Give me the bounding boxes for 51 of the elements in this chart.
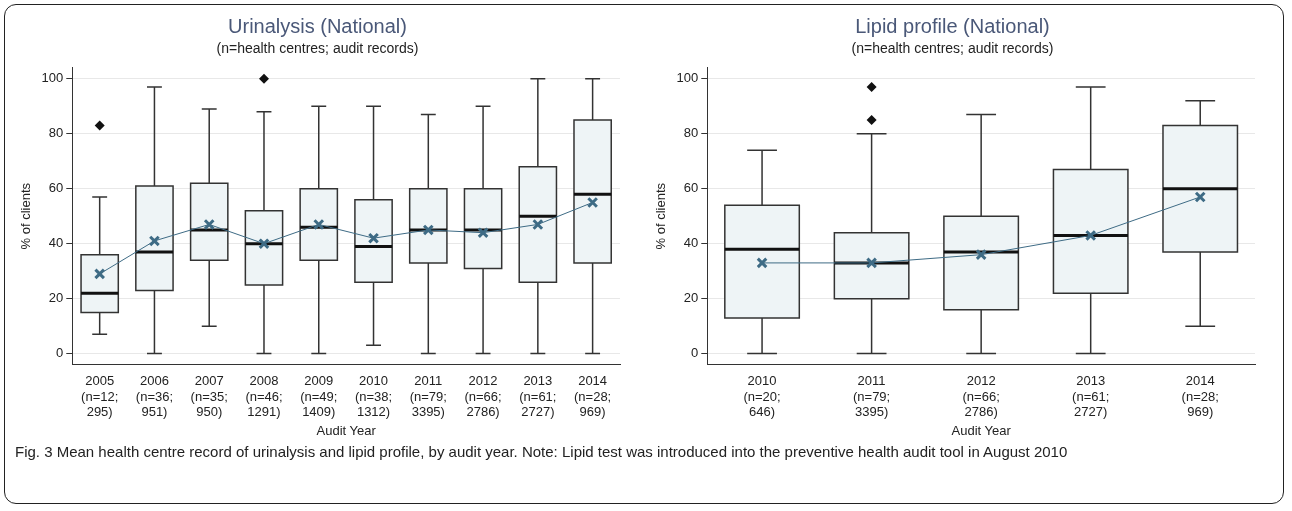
- x-tick-label: 2011 (n=79; 3395): [852, 372, 891, 420]
- x-tick-label: 2005 (n=12; 295): [81, 372, 119, 420]
- y-axis-title: % of clients: [18, 182, 34, 250]
- point: [422, 224, 435, 236]
- x-tick-label: 2013 (n=61; 2727): [1072, 372, 1110, 420]
- point: [148, 235, 161, 247]
- point: [586, 196, 599, 209]
- x-tick-label: 2011 (n=79; 3395): [409, 372, 447, 420]
- point: [1194, 191, 1206, 203]
- y-tick-label: 60: [683, 180, 699, 196]
- chart-title: Urinalysis (National): [228, 14, 407, 37]
- x-tick-label: 2014 (n=28; 969): [574, 372, 612, 420]
- y-tick-label: 40: [683, 235, 699, 251]
- x-tick-label: 2014 (n=28; 969): [1181, 372, 1219, 420]
- x-axis-title: Audit Year: [316, 422, 377, 438]
- x-tick-label: 2013 (n=61; 2727): [519, 372, 557, 420]
- chart-title: Lipid profile (National): [855, 14, 1050, 37]
- y-tick-label: 0: [56, 345, 64, 361]
- x-tick-label: 2007 (n=35; 950): [190, 372, 228, 420]
- y-tick-label: 60: [48, 180, 64, 196]
- y-tick-label: 0: [691, 345, 699, 361]
- y-tick-label: 100: [676, 70, 699, 86]
- caption: Fig. 3 Mean health centre record of urinalysis and lipid profile, by audit year. Note: Lipid test was introduced into the preventive health audit tool in August 2010: [15, 442, 1069, 462]
- x-tick-label: 2008 (n=46; 1291): [245, 372, 283, 420]
- point: [865, 257, 878, 269]
- x-tick-label: 2012 (n=66; 2786): [962, 372, 1000, 420]
- y-tick-label: 100: [41, 70, 64, 86]
- x-tick-label: 2009 (n=49; 1409): [300, 372, 338, 420]
- point: [313, 218, 325, 231]
- point: [93, 268, 106, 280]
- y-tick-label: 80: [48, 125, 64, 141]
- point: [1084, 229, 1097, 242]
- y-tick-label: 80: [683, 125, 699, 141]
- point: [258, 237, 270, 250]
- y-axis-title: % of clients: [653, 182, 669, 250]
- point: [203, 218, 215, 231]
- x-tick-label: 2010 (n=38; 1312): [354, 372, 393, 420]
- x-tick-label: 2010 (n=20; 646): [743, 372, 781, 420]
- point: [477, 226, 489, 239]
- x-tick-label: 2006 (n=36; 951): [135, 372, 174, 420]
- x-tick-label: 2012 (n=66; 2786): [464, 372, 502, 420]
- point: [367, 232, 380, 244]
- y-tick-label: 40: [48, 235, 64, 251]
- point: [756, 257, 768, 269]
- x-axis-title: Audit Year: [951, 422, 1012, 438]
- y-tick-label: 20: [48, 290, 64, 306]
- y-tick-label: 20: [683, 290, 699, 306]
- point: [975, 248, 987, 261]
- point: [532, 218, 544, 231]
- chart-subtitle: (n=health centres; audit records): [216, 40, 419, 57]
- chart-subtitle: (n=health centres; audit records): [851, 40, 1054, 57]
